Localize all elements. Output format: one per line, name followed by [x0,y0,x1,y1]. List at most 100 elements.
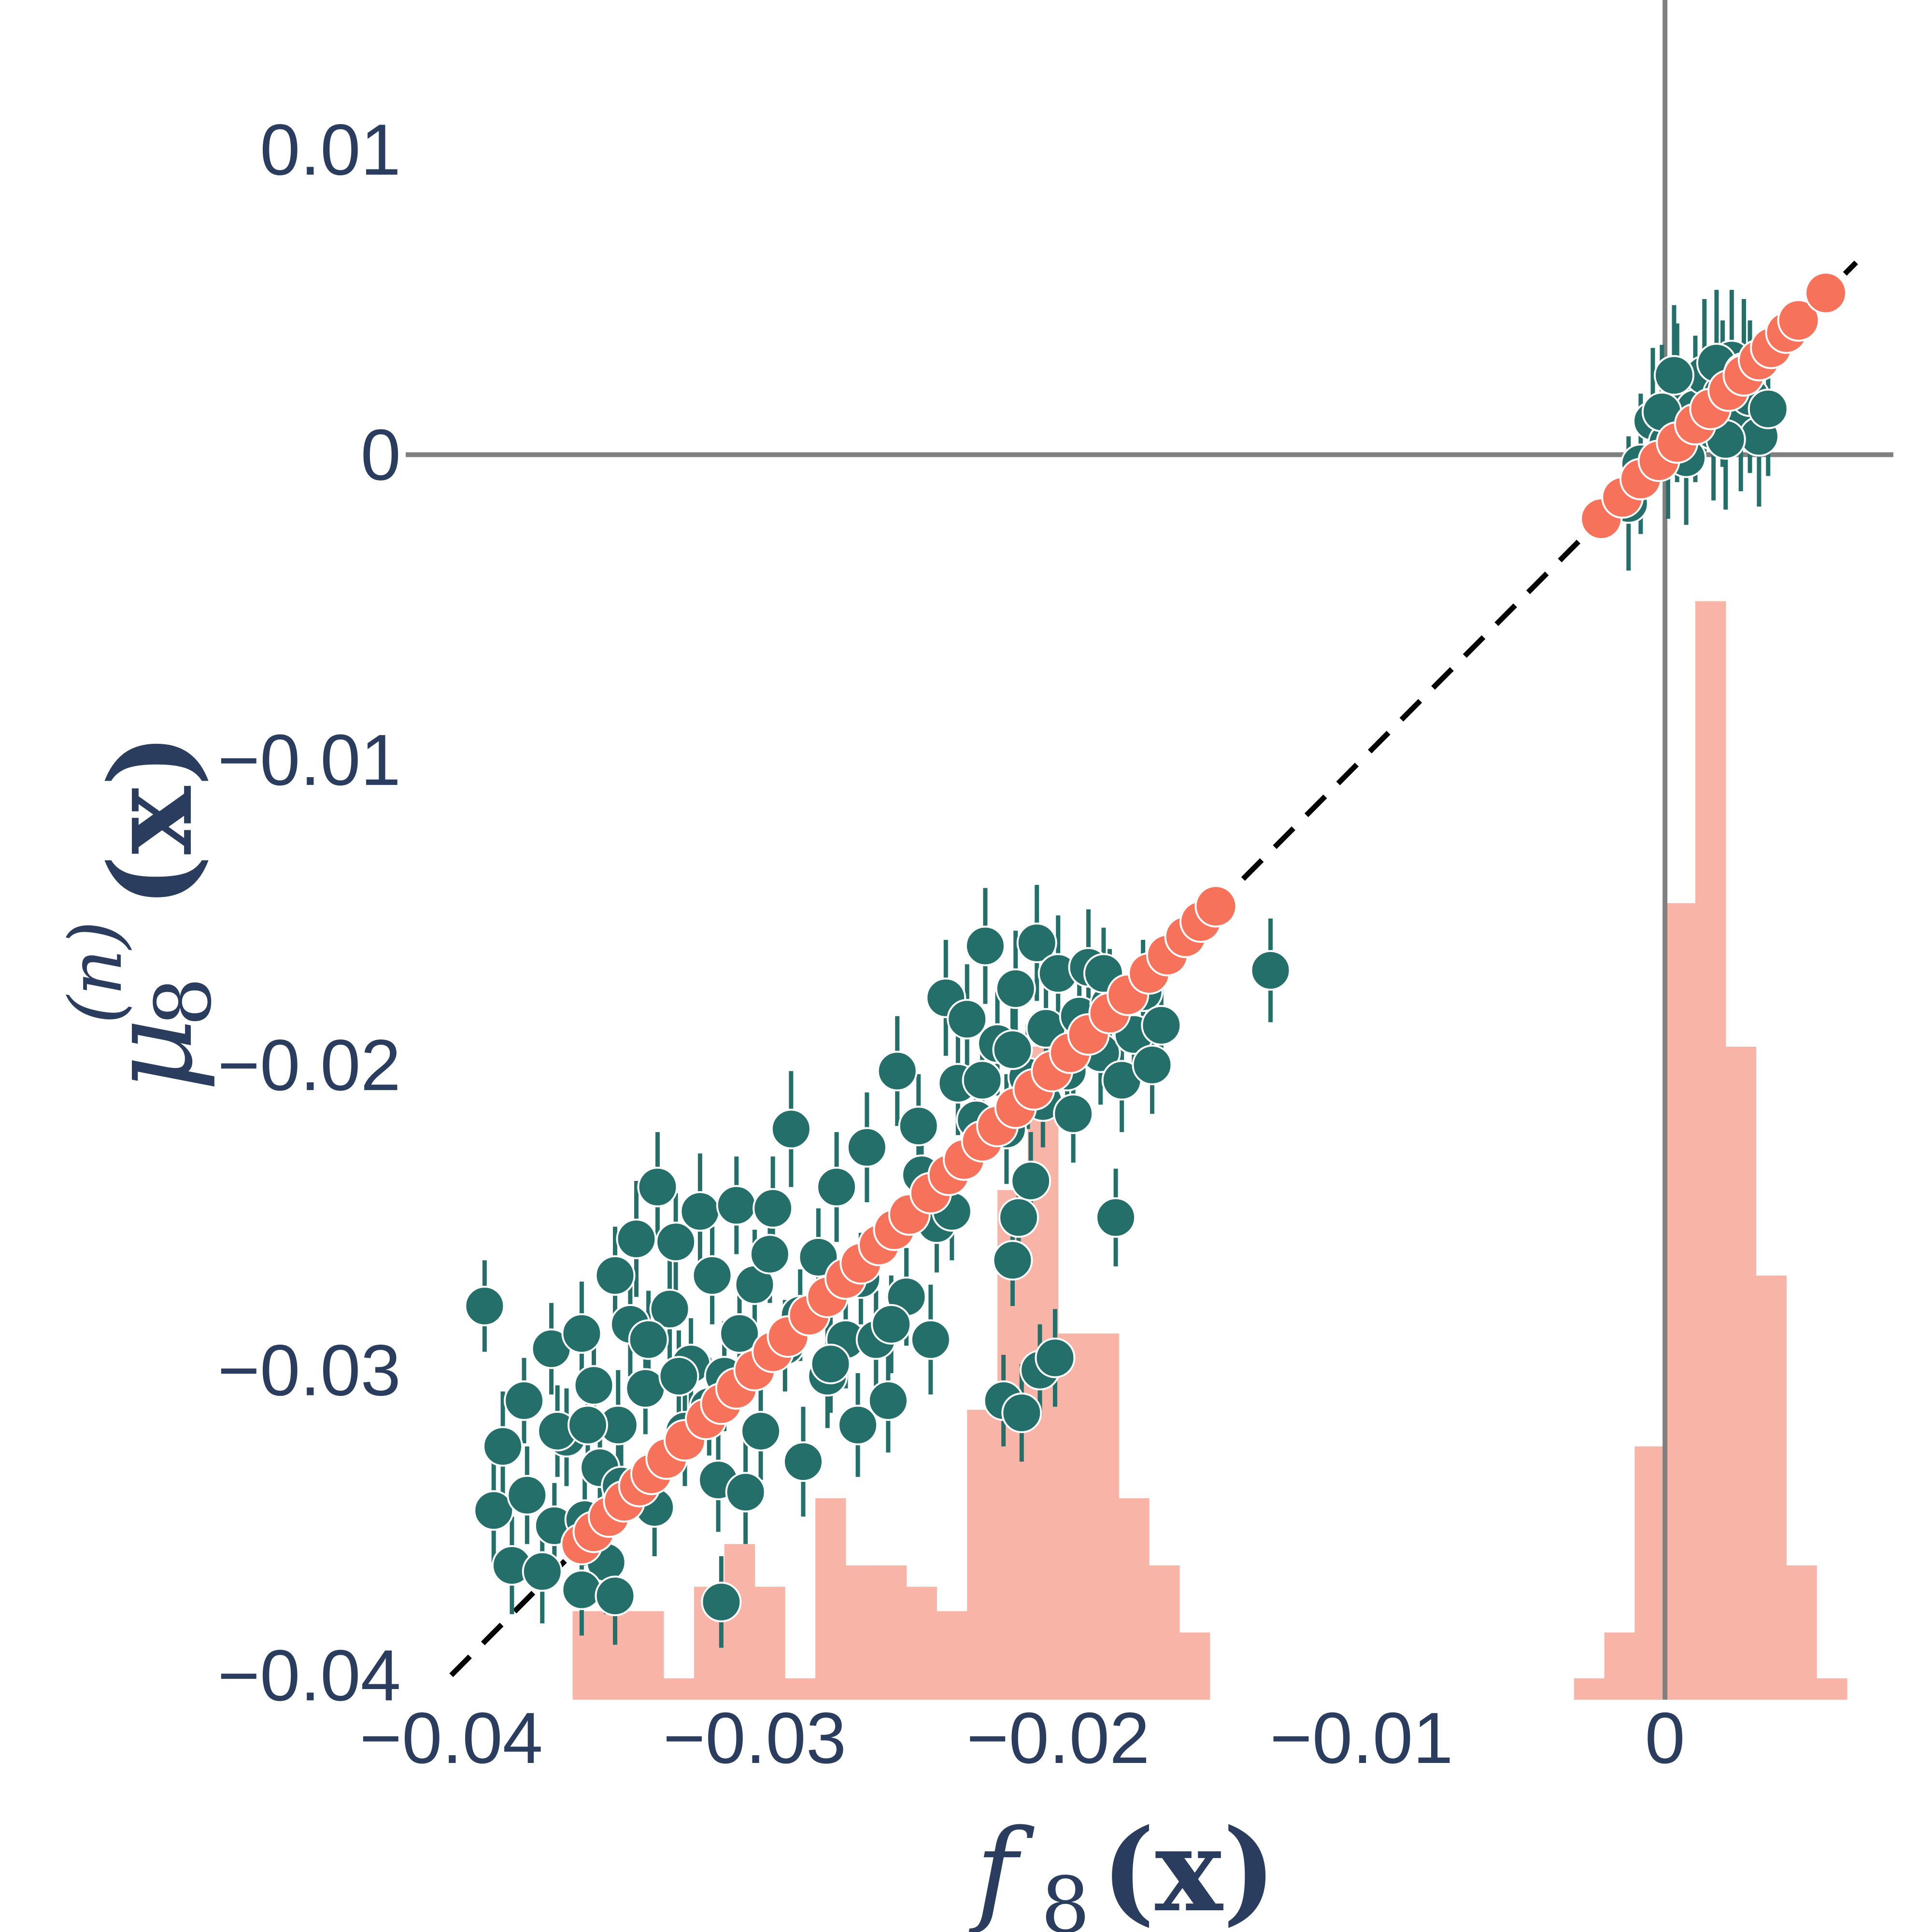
predicted-point [725,1472,766,1513]
predicted-point [962,1060,1003,1101]
y-axis-title: μ 8 (n) (x) [54,733,228,1092]
predicted-point [658,1356,699,1397]
predicted-point [753,1188,794,1229]
histogram-bar [1695,601,1726,1700]
histogram-bar [1574,1678,1605,1700]
predicted-point [1095,1197,1136,1238]
predicted-point [1010,1160,1051,1201]
histogram-bar [572,1611,603,1700]
histogram-bar [845,1565,877,1700]
histogram-bar [1665,903,1696,1700]
predicted-point [782,1441,824,1482]
histogram-bar [633,1611,664,1700]
predicted-point [655,1222,696,1263]
y-axis-title-sup: (n) [54,921,138,1024]
predicted-point [473,1490,514,1531]
x-axis-title-arg: (x) [1101,1804,1276,1932]
predicted-point [692,1255,733,1296]
histogram-bar [1786,1565,1817,1700]
predicted-point [846,1127,887,1168]
predicted-point [1250,950,1291,991]
predicted-point [998,1197,1039,1238]
predicted-point [1016,923,1057,964]
predicted-point [877,1051,918,1092]
histogram-bar [1634,1446,1665,1700]
predicted-point [522,1551,563,1592]
y-tick-label: −0.01 [217,719,401,800]
predicted-point [1001,1392,1042,1434]
predicted-point [561,1569,602,1610]
predicted-point [616,1218,657,1259]
predicted-point [871,1304,912,1345]
predicted-point [770,1108,811,1150]
histogram-bar [1088,1333,1119,1700]
histogram-bar [754,1587,785,1700]
predicted-point [740,1410,781,1451]
y-tick-label: 0.01 [260,109,401,190]
histogram-bar [815,1498,846,1700]
histogram-bar [1058,1333,1089,1700]
histogram-bar [1149,1565,1180,1700]
tick-labels: −0.04 −0.03 −0.02 −0.01 0 0.01 0 −0.01 −0.02 −0.0… [217,109,1685,1778]
y-tick-label: −0.02 [217,1024,401,1106]
y-axis-title-arg: (x) [85,733,218,908]
predicted-point [649,1289,690,1330]
predicted-point [716,1185,757,1226]
predicted-point [838,1405,879,1446]
histogram-bar [1817,1678,1847,1700]
histogram [572,601,1847,1700]
predicted-point [573,1365,614,1406]
histogram-bar [906,1587,937,1700]
predicted-point [1747,388,1789,429]
predicted-point [749,1234,790,1275]
predicted-point [680,1191,721,1232]
x-axis-title-sub: 8 [1041,1860,1090,1932]
x-axis-title: f 8 (x) [968,1804,1276,1932]
target-point [1804,271,1847,314]
target-point [1194,885,1237,928]
histogram-bar [937,1611,967,1700]
histogram-bar [1604,1632,1635,1700]
y-tick-label: 0 [361,414,401,495]
histogram-bar [1725,1046,1757,1700]
x-tick-label: 0 [1645,1697,1685,1778]
predicted-point [992,1029,1033,1070]
predicted-point [947,999,988,1040]
predicted-point [1654,355,1695,396]
predicted-point [810,1344,851,1385]
histogram-bar [724,1544,755,1700]
predicted-point [995,968,1036,1009]
predicted-point [595,1576,636,1617]
x-axis-title-base: f [968,1805,1035,1932]
predicted-point [507,1475,548,1516]
y-axis-title-sub: 8 [138,977,228,1026]
x-tick-label: −0.04 [359,1697,543,1778]
predicted-point [867,1380,909,1421]
predicted-point [1141,1005,1182,1046]
histogram-bar [967,1409,998,1700]
histogram-bar [1756,1275,1787,1700]
predicted-point [965,925,1006,966]
predicted-point [898,1106,939,1147]
x-tick-label: −0.03 [663,1697,847,1778]
predicted-point [992,1240,1033,1281]
predicted-point [595,1255,636,1296]
histogram-bar [1179,1632,1210,1700]
predicted-point [561,1313,602,1354]
histogram-bar [785,1678,816,1700]
predicted-point [910,1319,951,1360]
y-tick-label: −0.03 [217,1330,401,1411]
predicted-point [701,1581,742,1622]
predicted-point [1053,1093,1094,1134]
histogram-bar [876,1565,907,1700]
target-series [560,271,1847,1565]
x-tick-label: −0.01 [1270,1697,1453,1778]
predicted-point [1035,1337,1076,1378]
predicted-point [1132,1044,1173,1085]
histogram-bar [603,1611,634,1700]
y-axis-title-base: μ [86,1018,218,1092]
predicted-point [567,1405,608,1446]
x-tick-label: −0.02 [966,1697,1150,1778]
predicted-point [719,1313,760,1354]
